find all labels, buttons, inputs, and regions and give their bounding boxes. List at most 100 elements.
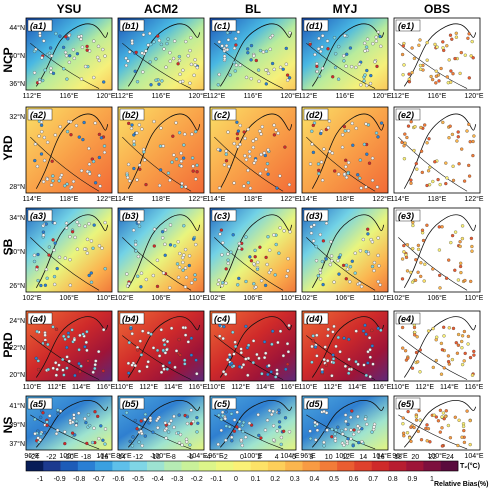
colorbar-swatch: [371, 461, 390, 471]
station-marker: [73, 235, 77, 240]
panel-label: (a1): [30, 21, 46, 31]
station-marker: [426, 169, 431, 173]
station-marker: [252, 161, 256, 165]
panel-prd-obs: (e4) 110°E 112°E 114°E 116°E: [391, 310, 484, 391]
station-marker: [439, 372, 444, 376]
station-marker: [65, 182, 69, 186]
station-marker: [311, 123, 315, 128]
station-marker: [229, 412, 234, 416]
station-marker: [224, 438, 228, 442]
station-marker: [468, 355, 473, 360]
station-marker: [351, 143, 355, 147]
station-marker: [416, 429, 420, 434]
colorbar-swatch: [77, 461, 96, 471]
station-marker: [342, 59, 346, 63]
station-marker: [310, 360, 314, 364]
station-marker: [58, 34, 62, 38]
station-marker: [255, 267, 260, 271]
station-marker: [285, 342, 290, 346]
station-marker: [329, 254, 334, 258]
longitude-tick-label: 122°E: [188, 195, 207, 203]
station-marker: [461, 424, 466, 429]
station-marker: [415, 167, 419, 171]
station-marker: [438, 408, 443, 413]
station-marker: [182, 143, 186, 147]
latitude-tick-label: 34°N: [9, 214, 25, 222]
station-marker: [78, 333, 82, 338]
station-marker: [77, 223, 81, 227]
panel-label: (a4): [30, 314, 46, 324]
station-marker: [52, 248, 56, 252]
station-marker: [367, 336, 372, 340]
station-marker: [319, 160, 324, 164]
colorbar-bias-tick: 0.3: [290, 476, 300, 483]
station-marker: [434, 74, 439, 78]
station-marker: [401, 44, 405, 48]
station-marker: [246, 47, 250, 51]
column-title-acm2: ACM2: [144, 2, 178, 16]
station-marker: [231, 233, 235, 237]
station-marker: [189, 408, 193, 412]
map-background: [210, 208, 296, 292]
station-marker: [326, 126, 330, 130]
station-marker: [283, 145, 287, 149]
station-marker: [43, 431, 47, 435]
station-marker: [219, 417, 224, 422]
station-marker: [319, 131, 323, 136]
station-marker: [366, 232, 370, 236]
station-marker: [75, 220, 79, 224]
colorbar-swatch: [198, 461, 217, 471]
station-marker: [132, 228, 136, 232]
station-marker: [91, 370, 95, 374]
station-marker: [243, 136, 247, 141]
panel-label: (d5): [306, 399, 323, 409]
colorbar-swatch: [26, 461, 44, 471]
station-marker: [247, 149, 252, 154]
station-marker: [334, 52, 338, 56]
station-marker: [412, 325, 417, 330]
station-marker: [343, 129, 347, 133]
station-marker: [47, 245, 52, 249]
station-marker: [364, 373, 368, 378]
station-marker: [314, 438, 318, 442]
latitude-tick-label: 30°N: [9, 248, 25, 256]
station-marker: [39, 283, 43, 288]
panel-frame: [25, 395, 113, 451]
station-marker: [182, 224, 186, 228]
station-marker: [347, 371, 351, 375]
station-marker: [139, 429, 143, 433]
station-marker: [125, 411, 129, 415]
station-marker: [127, 281, 131, 286]
station-marker: [217, 278, 221, 282]
station-marker: [70, 230, 75, 234]
panel-label-box: [27, 108, 53, 121]
station-marker: [216, 442, 220, 447]
station-marker: [277, 420, 282, 424]
station-marker: [417, 408, 421, 413]
longitude-tick-label: 110°E: [281, 294, 300, 302]
station-marker: [311, 239, 316, 243]
longitude-tick-label: 96°E: [116, 452, 132, 460]
station-marker: [446, 423, 451, 428]
station-marker: [72, 56, 76, 60]
station-marker: [48, 414, 52, 418]
station-marker: [195, 430, 199, 434]
station-marker: [69, 133, 73, 137]
station-marker: [340, 428, 344, 433]
station-marker: [286, 78, 290, 82]
station-marker: [217, 40, 221, 44]
station-marker: [81, 332, 85, 336]
station-marker: [264, 167, 268, 172]
station-marker: [460, 334, 465, 338]
latitude-tick-label: 36°N: [9, 80, 25, 88]
station-marker: [451, 326, 456, 331]
station-marker: [372, 268, 376, 273]
station-marker: [251, 360, 255, 365]
station-marker: [348, 280, 352, 284]
station-marker: [262, 151, 266, 155]
longitude-tick-label: 110°E: [97, 294, 116, 302]
station-marker: [232, 418, 237, 422]
station-marker: [422, 279, 426, 283]
station-marker: [254, 137, 258, 141]
station-marker: [177, 413, 181, 417]
